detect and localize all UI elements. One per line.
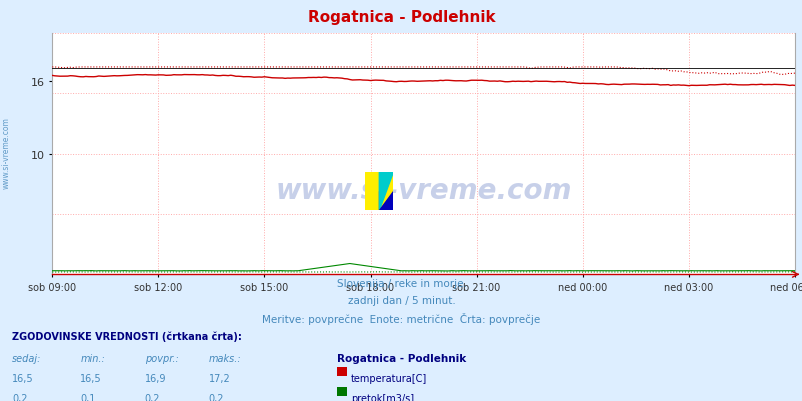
Text: pretok[m3/s]: pretok[m3/s] xyxy=(350,393,414,401)
Text: 17,2: 17,2 xyxy=(209,373,230,383)
Polygon shape xyxy=(379,192,393,211)
Polygon shape xyxy=(379,172,393,211)
Text: temperatura[C]: temperatura[C] xyxy=(350,373,427,383)
Polygon shape xyxy=(379,172,393,211)
Text: 16,5: 16,5 xyxy=(80,373,102,383)
Text: ZGODOVINSKE VREDNOSTI (črtkana črta):: ZGODOVINSKE VREDNOSTI (črtkana črta): xyxy=(12,331,241,341)
Text: www.si-vreme.com: www.si-vreme.com xyxy=(2,117,11,188)
Bar xyxy=(379,192,393,211)
Text: 16,9: 16,9 xyxy=(144,373,166,383)
Text: 0,1: 0,1 xyxy=(80,393,95,401)
Text: Slovenija / reke in morje.: Slovenija / reke in morje. xyxy=(336,279,466,289)
Text: 0,2: 0,2 xyxy=(12,393,27,401)
Bar xyxy=(365,172,379,211)
Text: sedaj:: sedaj: xyxy=(12,353,42,363)
Text: 0,2: 0,2 xyxy=(144,393,160,401)
Text: povpr.:: povpr.: xyxy=(144,353,178,363)
Text: zadnji dan / 5 minut.: zadnji dan / 5 minut. xyxy=(347,296,455,306)
Text: maks.:: maks.: xyxy=(209,353,241,363)
Text: 0,2: 0,2 xyxy=(209,393,224,401)
Text: min.:: min.: xyxy=(80,353,105,363)
Text: Meritve: povprečne  Enote: metrične  Črta: povprečje: Meritve: povprečne Enote: metrične Črta:… xyxy=(262,312,540,324)
Text: 16,5: 16,5 xyxy=(12,373,34,383)
Bar xyxy=(379,172,393,192)
Text: www.si-vreme.com: www.si-vreme.com xyxy=(275,176,571,205)
Text: Rogatnica - Podlehnik: Rogatnica - Podlehnik xyxy=(337,353,466,363)
Text: Rogatnica - Podlehnik: Rogatnica - Podlehnik xyxy=(307,10,495,25)
